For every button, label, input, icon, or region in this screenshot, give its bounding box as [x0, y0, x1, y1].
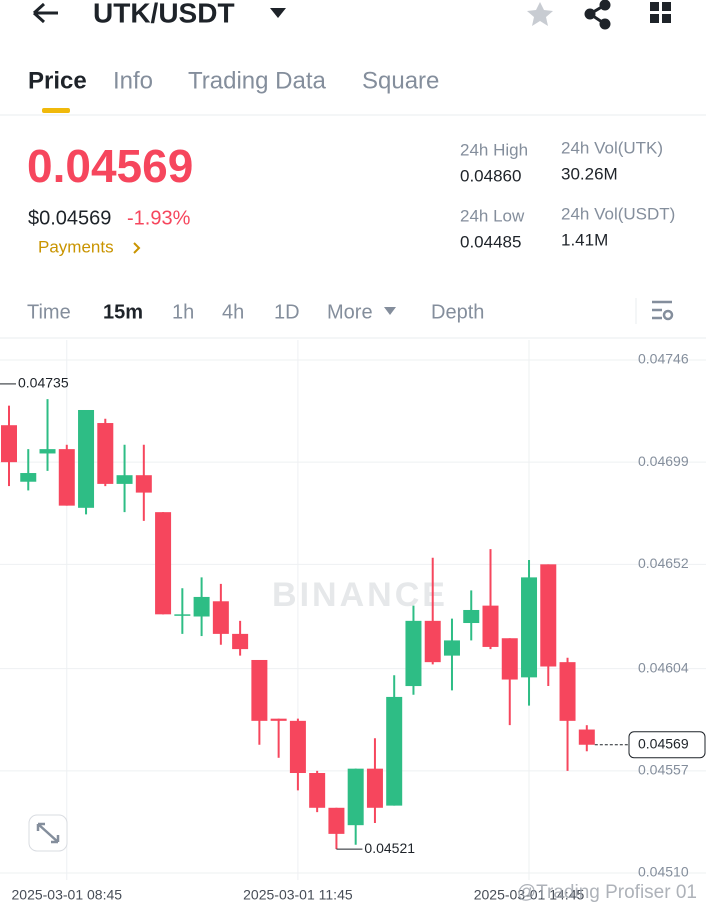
candle-body [309, 773, 326, 808]
share-icon[interactable] [584, 0, 611, 30]
candle-body [58, 449, 75, 506]
interval[interactable]: 4h [222, 301, 244, 323]
candle-body [424, 620, 441, 663]
candle-body [521, 577, 538, 678]
tab[interactable]: Square [362, 67, 439, 94]
tab-underline [42, 108, 70, 113]
y-tick-label: 0.04699 [638, 453, 689, 469]
candle-body [232, 633, 249, 650]
stat-label: 24h Vol(USDT) [561, 204, 675, 223]
stat-value: 0.04485 [460, 232, 521, 251]
chart: BINANCE 0.04746 0.04699 0.04652 0.04604 0.045… [0, 340, 706, 903]
stat-value: 1.41M [561, 230, 608, 249]
stat-value: 30.26M [561, 164, 618, 183]
candle-body [212, 601, 229, 634]
pair-dropdown[interactable] [270, 8, 286, 18]
high-label: 0.04735 [18, 375, 69, 391]
settings-icon[interactable] [652, 300, 674, 321]
candle-body [135, 475, 152, 493]
stat-label: 24h Low [460, 206, 525, 225]
low-label: 0.04521 [364, 840, 415, 856]
stat-label: 24h High [460, 140, 528, 159]
candle-body [155, 512, 172, 615]
x-tick-label: 2025-03-01 11:45 [243, 887, 353, 903]
tab-active[interactable]: Price [28, 67, 87, 94]
tab[interactable]: Trading Data [188, 67, 327, 94]
candle-body [193, 596, 210, 617]
candle-body [78, 409, 95, 508]
watermark: @Trading Profiser 01 [517, 882, 697, 903]
candle-body [39, 449, 56, 454]
y-tick-label: 0.04510 [638, 864, 689, 880]
candle-body [1, 425, 17, 463]
grid-icon[interactable] [650, 2, 671, 23]
y-tick-label: 0.04557 [638, 762, 689, 778]
candle-body [578, 729, 595, 745]
expand-button[interactable] [28, 814, 68, 852]
current-price-box [628, 731, 706, 759]
last-price: 0.04569 [27, 140, 193, 192]
star-icon[interactable] [527, 2, 553, 26]
candle-body [386, 696, 403, 806]
y-tick-label: 0.04746 [638, 351, 689, 367]
payments-link[interactable]: Payments [38, 237, 114, 256]
interval[interactable]: 1h [172, 301, 194, 323]
stat-label: 24h Vol(UTK) [561, 138, 663, 157]
candle-body [289, 720, 306, 774]
chevron [133, 242, 141, 254]
candle-body [347, 768, 364, 826]
candle-body [328, 807, 345, 834]
interval[interactable]: Depth [431, 301, 484, 323]
candle-body [540, 564, 557, 667]
candle-body [270, 718, 287, 721]
candle-body [443, 640, 460, 656]
x-tick-label: 2025-03-01 08:45 [12, 887, 123, 903]
tab[interactable]: Info [113, 67, 153, 94]
price-change: -1.93% [127, 207, 191, 229]
pair-title[interactable]: UTK/USDT [93, 0, 235, 28]
candle-body [20, 473, 37, 482]
interval[interactable]: 1D [274, 301, 300, 323]
watermark: BINANCE [272, 576, 448, 614]
candle-body [97, 423, 114, 484]
candle-body [116, 475, 133, 484]
interval-active[interactable]: 15m [103, 301, 143, 323]
current-price-label: 0.04569 [638, 735, 689, 751]
candle-body [482, 605, 499, 647]
candle-body [463, 609, 480, 624]
candle-body [174, 614, 191, 616]
y-tick-label: 0.04604 [638, 659, 689, 675]
interval[interactable]: Time [27, 301, 71, 323]
back-icon[interactable] [32, 2, 58, 24]
candle-body [251, 659, 268, 721]
y-tick-label: 0.04652 [638, 555, 689, 571]
candle-body [405, 620, 422, 687]
x-tick-label: 2025-03-01 14:45 [474, 887, 585, 903]
candle-body [501, 638, 518, 680]
usd-price: $0.04569 [28, 207, 111, 229]
candle-body [559, 662, 576, 721]
candle-body [366, 768, 383, 808]
stat-value: 0.04860 [460, 166, 521, 185]
more-caret [384, 307, 396, 315]
interval[interactable]: More [327, 301, 373, 323]
